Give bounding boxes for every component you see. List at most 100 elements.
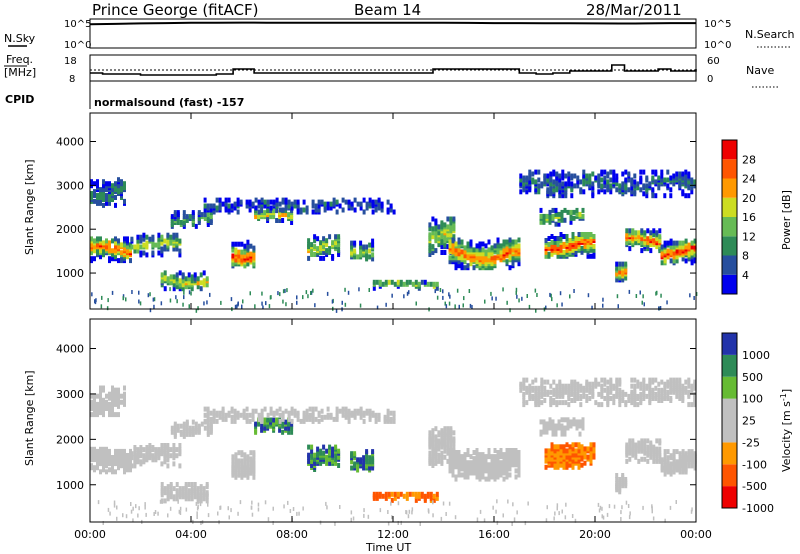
colorbar-tick-label: -1000 <box>742 502 774 515</box>
data-cell <box>377 205 381 211</box>
data-cell <box>478 255 482 261</box>
data-cell <box>639 391 643 397</box>
data-cell <box>451 472 455 478</box>
data-cell <box>114 469 117 475</box>
data-cell <box>654 377 658 383</box>
data-cell <box>415 301 417 306</box>
data-cell <box>435 491 439 497</box>
data-cell <box>672 467 676 473</box>
data-cell <box>178 509 181 514</box>
data-cell <box>481 259 485 265</box>
data-cell <box>648 398 652 403</box>
data-cell <box>368 455 372 461</box>
data-cell <box>666 396 670 401</box>
data-cell <box>556 456 560 462</box>
data-cell <box>375 279 379 285</box>
data-cell <box>322 444 326 450</box>
data-cell <box>245 199 249 205</box>
data-cell <box>603 169 607 175</box>
data-cell <box>275 197 279 203</box>
data-cell <box>431 226 435 232</box>
data-cell <box>565 448 569 454</box>
data-cell <box>353 248 357 254</box>
data-cell <box>487 247 491 253</box>
data-cell <box>335 410 339 416</box>
data-cell <box>353 197 357 203</box>
data-cell <box>469 261 473 267</box>
data-cell <box>630 177 634 183</box>
data-cell <box>678 457 682 463</box>
data-cell <box>96 198 99 204</box>
data-cell <box>233 205 237 211</box>
data-cell <box>542 217 546 223</box>
ytick-label: 4000 <box>56 136 84 149</box>
data-cell <box>286 288 288 293</box>
data-cell <box>172 246 176 252</box>
data-cell <box>314 303 316 308</box>
colorbar-segment <box>722 464 737 487</box>
data-cell <box>111 385 114 391</box>
data-cell <box>236 410 240 416</box>
data-cell <box>308 406 312 412</box>
colorbar-segment <box>722 274 737 294</box>
data-cell <box>227 197 231 203</box>
data-cell <box>573 391 577 397</box>
data-cell <box>434 218 438 224</box>
data-cell <box>654 169 658 175</box>
data-cell <box>319 255 323 261</box>
data-cell <box>478 251 482 257</box>
data-cell <box>681 171 685 177</box>
data-cell <box>129 258 132 264</box>
data-cell <box>314 416 318 422</box>
data-cell <box>568 456 572 462</box>
data-cell <box>496 520 499 525</box>
data-cell <box>460 249 464 255</box>
data-cell <box>621 389 625 395</box>
data-cell <box>108 181 111 187</box>
data-cell <box>311 410 315 416</box>
data-cell <box>227 207 231 213</box>
data-cell <box>551 297 553 302</box>
data-cell <box>278 201 282 207</box>
data-cell <box>580 462 584 468</box>
data-cell <box>337 448 341 454</box>
colorbar-segment <box>722 486 737 508</box>
data-cell <box>666 177 670 183</box>
data-cell <box>215 418 219 424</box>
data-cell <box>251 201 255 207</box>
ytick-label: 4000 <box>56 343 84 356</box>
data-cell <box>202 278 206 284</box>
data-cell <box>96 393 99 399</box>
ytick-label: 2000 <box>56 433 84 446</box>
data-cell <box>372 285 376 291</box>
data-cell <box>307 458 311 464</box>
data-cell <box>511 448 515 453</box>
data-cell <box>278 418 282 424</box>
data-cell <box>437 458 441 464</box>
data-cell <box>580 456 584 462</box>
data-cell <box>493 448 497 453</box>
data-cell <box>108 448 111 454</box>
data-cell <box>163 451 167 457</box>
data-cell <box>105 238 108 244</box>
data-cell <box>664 518 666 523</box>
data-cell <box>178 238 182 244</box>
data-cell <box>496 450 500 455</box>
data-cell <box>693 244 697 250</box>
data-cell <box>601 506 603 511</box>
data-cell <box>169 447 173 453</box>
data-cell <box>481 460 485 466</box>
data-cell <box>111 290 114 295</box>
data-cell <box>93 256 96 262</box>
data-cell <box>576 179 580 185</box>
data-cell <box>199 280 203 286</box>
colorbar-tick-label: 4 <box>742 269 749 282</box>
data-cell <box>625 240 629 246</box>
data-cell <box>499 448 503 453</box>
data-cell <box>554 511 556 516</box>
data-cell <box>287 500 289 505</box>
data-cell <box>618 477 622 482</box>
data-cell <box>90 191 93 196</box>
data-cell <box>123 242 126 248</box>
data-cell <box>393 491 397 497</box>
